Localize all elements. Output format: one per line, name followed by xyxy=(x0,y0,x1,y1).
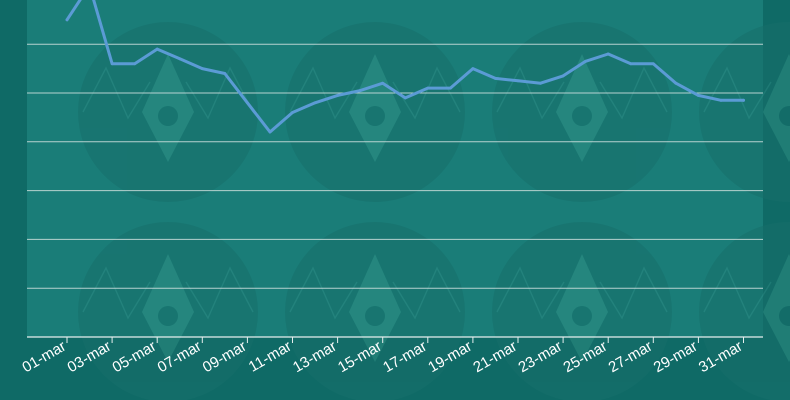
data-point xyxy=(223,72,227,75)
watermark-logo xyxy=(699,22,790,202)
data-point xyxy=(539,81,542,85)
data-point xyxy=(471,67,475,70)
data-point xyxy=(426,86,430,90)
data-point xyxy=(155,47,159,51)
data-point xyxy=(697,94,700,97)
data-point xyxy=(742,98,745,102)
data-point xyxy=(313,101,317,105)
data-point xyxy=(584,59,588,63)
data-point xyxy=(651,62,655,66)
data-point xyxy=(381,81,385,85)
data-point xyxy=(178,57,182,61)
gridlines xyxy=(27,43,763,289)
data-point xyxy=(246,101,249,105)
data-point xyxy=(358,89,362,92)
data-point xyxy=(403,96,407,100)
data-point xyxy=(606,52,610,56)
data-point xyxy=(494,76,497,80)
watermark-logo xyxy=(285,22,465,202)
data-point xyxy=(561,74,565,78)
watermark-logo xyxy=(492,22,672,202)
data-point xyxy=(448,86,452,90)
watermark-logo xyxy=(285,222,465,400)
data-point xyxy=(65,18,69,22)
data-point xyxy=(336,94,339,97)
data-point xyxy=(629,62,633,66)
watermark-logo-pattern xyxy=(78,22,790,400)
watermark-logo xyxy=(78,222,258,400)
series-group xyxy=(65,0,745,134)
data-point xyxy=(110,62,114,66)
data-point xyxy=(674,81,678,85)
watermark-logo xyxy=(492,222,672,400)
x-axis xyxy=(27,336,763,343)
watermark-logo xyxy=(699,222,790,400)
data-point xyxy=(719,98,723,102)
data-point xyxy=(133,62,137,66)
data-point xyxy=(268,130,272,134)
data-point xyxy=(291,111,294,114)
watermark-logo xyxy=(78,22,258,202)
data-point xyxy=(516,79,520,83)
data-point xyxy=(200,67,204,70)
